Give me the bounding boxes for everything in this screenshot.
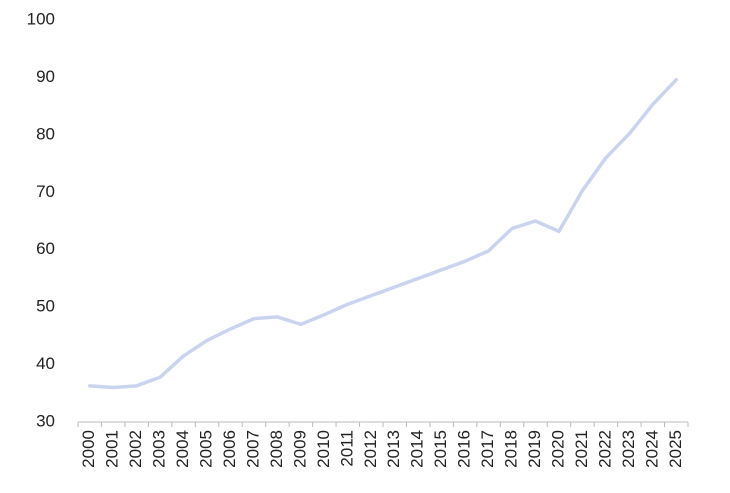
x-tick-label: 2015: [431, 430, 450, 468]
x-tick-label: 2001: [103, 430, 122, 468]
x-tick-label: 2010: [314, 430, 333, 468]
y-tick-label: 40: [36, 354, 55, 373]
y-tick-label: 60: [36, 239, 55, 258]
y-tick-label: 50: [36, 297, 55, 316]
x-tick-label: 2004: [173, 430, 192, 468]
x-tick-label: 2012: [361, 430, 380, 468]
x-tick-label: 2002: [126, 430, 145, 468]
x-tick-label: 2017: [478, 430, 497, 468]
x-tick-label: 2024: [642, 430, 661, 468]
x-tick-label: 2003: [150, 430, 169, 468]
y-tick-label: 80: [36, 124, 55, 143]
x-tick-label: 2019: [525, 430, 544, 468]
y-tick-label: 70: [36, 182, 55, 201]
x-tick-label: 2023: [619, 430, 638, 468]
x-tick-label: 2025: [666, 430, 685, 468]
x-tick-label: 2013: [384, 430, 403, 468]
y-tick-label: 30: [36, 411, 55, 430]
line-series: [87, 77, 679, 390]
x-tick-label: 2008: [267, 430, 286, 468]
x-tick-label: 2020: [548, 430, 567, 468]
x-tick-label: 2007: [243, 430, 262, 468]
x-tick-label: 2022: [595, 430, 614, 468]
y-tick-label: 90: [36, 67, 55, 86]
x-tick-label: 2016: [455, 430, 474, 468]
x-tick-label: 2009: [290, 430, 309, 468]
x-tick-label: 2000: [79, 430, 98, 468]
x-tick-label: 2021: [572, 430, 591, 468]
x-tick-label: 2014: [408, 430, 427, 468]
x-tick-label: 2005: [197, 430, 216, 468]
x-tick-label: 2006: [220, 430, 239, 468]
x-tick-label: 2011: [337, 430, 356, 467]
y-tick-label: 100: [27, 9, 55, 28]
x-tick-label: 2018: [502, 430, 521, 468]
